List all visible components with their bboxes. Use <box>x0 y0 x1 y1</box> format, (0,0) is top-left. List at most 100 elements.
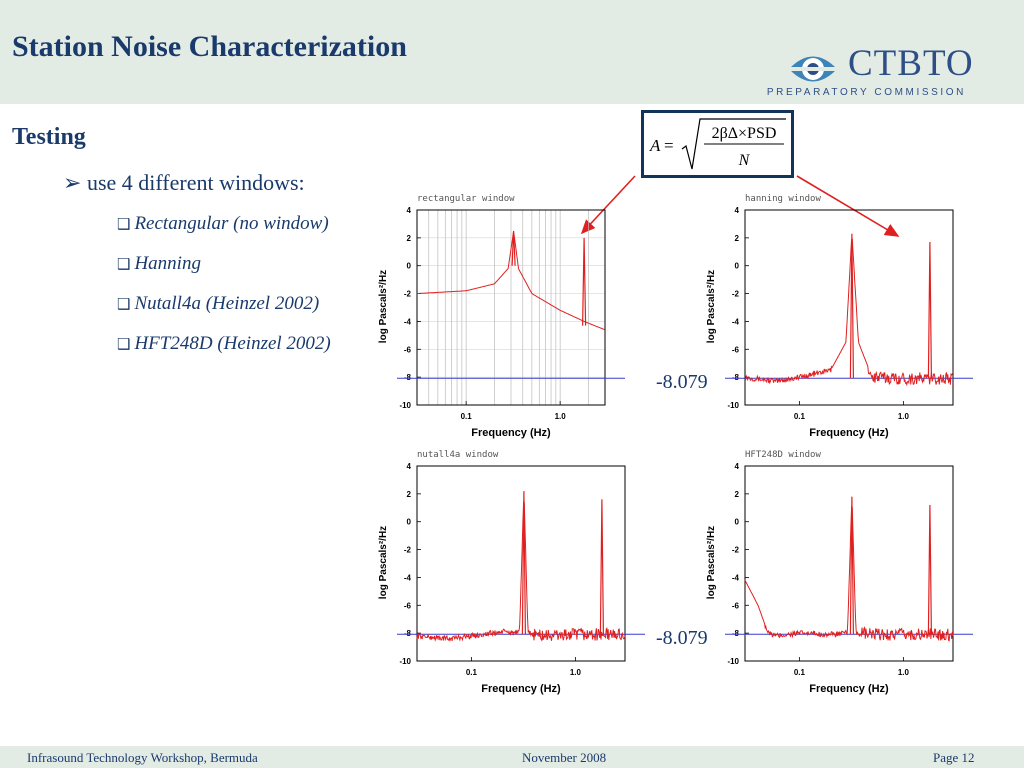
x-tick-label: 0.1 <box>794 668 806 677</box>
x-tick-label: 1.0 <box>570 668 582 677</box>
y-tick-label: -6 <box>732 345 740 354</box>
checkbox-bullet-icon: ❑ <box>117 215 131 233</box>
y-tick-label: -6 <box>404 601 412 610</box>
amplitude-formula: A = 2βΔ×PSD N <box>641 110 794 178</box>
y-tick-label: -10 <box>727 401 739 410</box>
checkbox-bullet-icon: ❑ <box>117 295 131 313</box>
y-tick-label: -10 <box>727 657 739 666</box>
y-tick-label: -8 <box>404 373 412 382</box>
y-tick-label: -8 <box>732 373 740 382</box>
sub-item-nutall4a: ❑ Nutall4a (Heinzel 2002) <box>117 293 319 315</box>
x-tick-label: 1.0 <box>555 412 567 421</box>
formula-equals: = <box>664 136 674 155</box>
plot-canvas: 4 2 0 -2 -4 -6 -8 -10 0.1 1.0 <box>397 462 645 677</box>
y-tick-label: 2 <box>407 490 412 499</box>
y-tick-label: 4 <box>735 462 740 471</box>
slide-footer: Infrasound Technology Workshop, Bermuda … <box>0 746 1024 768</box>
y-tick-label: -2 <box>404 546 412 555</box>
spectrum-peak <box>927 241 932 379</box>
spectrum-line <box>416 500 626 642</box>
sub-item-label: Rectangular (no window) <box>134 213 329 234</box>
x-tick-label: 0.1 <box>461 412 473 421</box>
y-tick-label: 4 <box>407 462 412 471</box>
x-tick-label: 0.1 <box>794 412 806 421</box>
formula-numerator: 2βΔ×PSD <box>712 125 777 142</box>
y-tick-label: -4 <box>404 317 412 326</box>
plot-hft248d: 4 2 0 -2 -4 -6 -8 -10 0.1 1.0 HFT248D window Freque… <box>703 450 973 701</box>
y-tick-label: -4 <box>732 573 740 582</box>
y-axis-label: log Pascals²/Hz <box>377 525 389 599</box>
bullet-item: ➢ use 4 different windows: <box>63 170 305 196</box>
spectrum-peak <box>927 504 932 635</box>
y-tick-label: 2 <box>735 490 740 499</box>
y-tick-label: -2 <box>732 290 740 299</box>
y-tick-label: -2 <box>732 546 740 555</box>
y-tick-label: 4 <box>407 206 412 215</box>
plot-title: nutall4a window <box>417 450 499 460</box>
spectrum-line <box>744 506 954 642</box>
x-tick-label: 0.1 <box>466 668 478 677</box>
plot-canvas: 4 2 0 -2 -4 -6 -8 -10 0.1 1.0 <box>725 462 973 677</box>
spectrum-line <box>744 238 954 387</box>
y-tick-label: -2 <box>404 290 412 299</box>
plot-title: hanning window <box>745 194 821 204</box>
y-tick-label: -8 <box>732 629 740 638</box>
y-axis-label: log Pascals²/Hz <box>377 269 389 343</box>
x-tick-label: 1.0 <box>898 412 910 421</box>
spectrum-peak <box>599 499 604 635</box>
plot-title: HFT248D window <box>745 450 821 460</box>
plot-frame <box>416 209 606 406</box>
sub-item-label: Nutall4a (Heinzel 2002) <box>134 293 320 314</box>
sub-item-hft248d: ❑ HFT248D (Heinzel 2002) <box>117 333 331 355</box>
formula-lhs: A <box>649 136 661 155</box>
sub-item-label: Hanning <box>134 253 201 274</box>
ctbto-logo: CTBTO PREPARATORY COMMISSION <box>767 43 974 100</box>
y-tick-label: 0 <box>407 518 412 527</box>
plot-hanning: 4 2 0 -2 -4 -6 -8 -10 0.1 1.0 hanning window Freque… <box>703 194 973 445</box>
y-tick-label: -6 <box>404 345 412 354</box>
plot-frame <box>744 465 954 662</box>
arrow-bullet-icon: ➢ <box>63 170 82 195</box>
plot-rectangular: 4 2 0 -2 -4 -6 -8 -10 0.1 1.0 rectangular window Fr… <box>375 194 625 445</box>
y-tick-label: 4 <box>735 206 740 215</box>
spectrum-peak <box>849 233 854 379</box>
sub-item-hanning: ❑ Hanning <box>117 253 201 275</box>
ctbto-eye-icon <box>787 56 839 82</box>
y-tick-label: 0 <box>407 262 412 271</box>
plot-canvas: 4 2 0 -2 -4 -6 -8 -10 0.1 1.0 <box>397 206 625 421</box>
bullet-text: use 4 different windows: <box>86 170 305 195</box>
plot-frame <box>744 209 954 406</box>
plot-nutall4a: 4 2 0 -2 -4 -6 -8 -10 0.1 1.0 nutall4a window Frequ… <box>375 450 645 701</box>
logo-subtitle: PREPARATORY COMMISSION <box>766 87 966 98</box>
sub-item-rectangular: ❑ Rectangular (no window) <box>117 213 329 235</box>
mean-value-label-bottom: -8.079 <box>656 627 708 649</box>
checkbox-bullet-icon: ❑ <box>117 335 131 353</box>
y-tick-label: 0 <box>735 262 740 271</box>
y-tick-label: -6 <box>732 601 740 610</box>
plot-frame <box>416 465 626 662</box>
y-tick-label: -10 <box>399 401 411 410</box>
slide-title: Station Noise Characterization <box>12 30 407 63</box>
spectrum-peak <box>582 237 587 326</box>
slide-header: Station Noise Characterization CTBTO PRE… <box>0 0 1024 104</box>
footer-date: November 2008 <box>522 750 607 765</box>
checkbox-bullet-icon: ❑ <box>117 255 131 273</box>
plot-title: rectangular window <box>417 194 515 204</box>
x-axis-label: Frequency (Hz) <box>809 683 889 695</box>
logo-wordmark: CTBTO <box>848 43 974 84</box>
plot-canvas: 4 2 0 -2 -4 -6 -8 -10 0.1 1.0 <box>725 206 973 421</box>
x-axis-label: Frequency (Hz) <box>481 683 561 695</box>
x-tick-label: 1.0 <box>898 668 910 677</box>
footer-event: Infrasound Technology Workshop, Bermuda <box>27 750 258 765</box>
y-tick-label: 0 <box>735 518 740 527</box>
y-tick-label: -4 <box>732 317 740 326</box>
x-axis-label: Frequency (Hz) <box>809 427 889 439</box>
section-heading: Testing <box>12 124 86 150</box>
y-tick-label: 2 <box>735 234 740 243</box>
y-tick-label: 2 <box>407 234 412 243</box>
sqrt-sign-icon <box>681 118 786 170</box>
spectrum-peak <box>521 491 526 635</box>
y-axis-label: log Pascals²/Hz <box>705 269 717 343</box>
spectrum-peak <box>511 230 516 266</box>
spectrum-line <box>416 232 606 331</box>
